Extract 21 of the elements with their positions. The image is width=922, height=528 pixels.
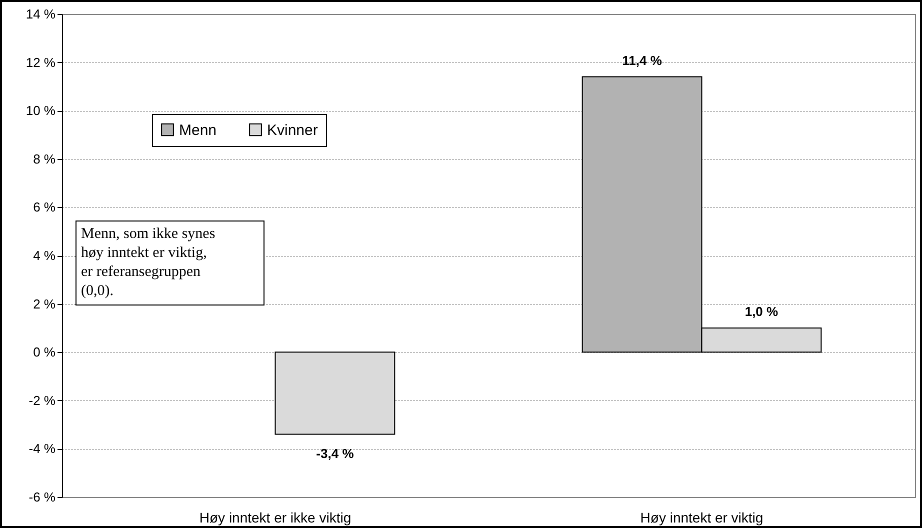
annotation: Menn, som ikke synes høy inntekt er viktig, er referansegruppen (0,0).: [81, 226, 216, 299]
y-tick-label: 10 %: [26, 103, 56, 118]
y-tick-label: -6 %: [28, 490, 56, 504]
legend-label: Menn: [179, 122, 217, 139]
y-tick-label: 12 %: [26, 54, 56, 70]
legend-label: Kvinner: [267, 122, 318, 139]
y-tick-label: 0 %: [33, 344, 56, 360]
x-tick-label: Høy inntekt er ikke viktig: [199, 510, 352, 526]
bar: [274, 352, 396, 435]
y-tick-label: -2 %: [28, 392, 56, 408]
data-label: -3,4 %: [316, 446, 354, 462]
data-label: 1,0 %: [744, 304, 779, 319]
y-tick-label: 8 %: [33, 151, 56, 166]
data-label: 11,4 %: [622, 52, 662, 68]
y-tick-label: 6 %: [33, 200, 56, 215]
note-box: Menn, som ikke synes høy inntekt er viktig, er referansegruppen (0,0).: [76, 220, 264, 306]
x-tick-label: Høy inntekt er viktig: [640, 510, 764, 526]
y-tick-label: -4 %: [28, 441, 56, 456]
y-tick-label: 14 %: [26, 6, 56, 22]
y-tick-label: 2 %: [33, 296, 56, 312]
y-tick-label: 4 %: [33, 248, 56, 263]
